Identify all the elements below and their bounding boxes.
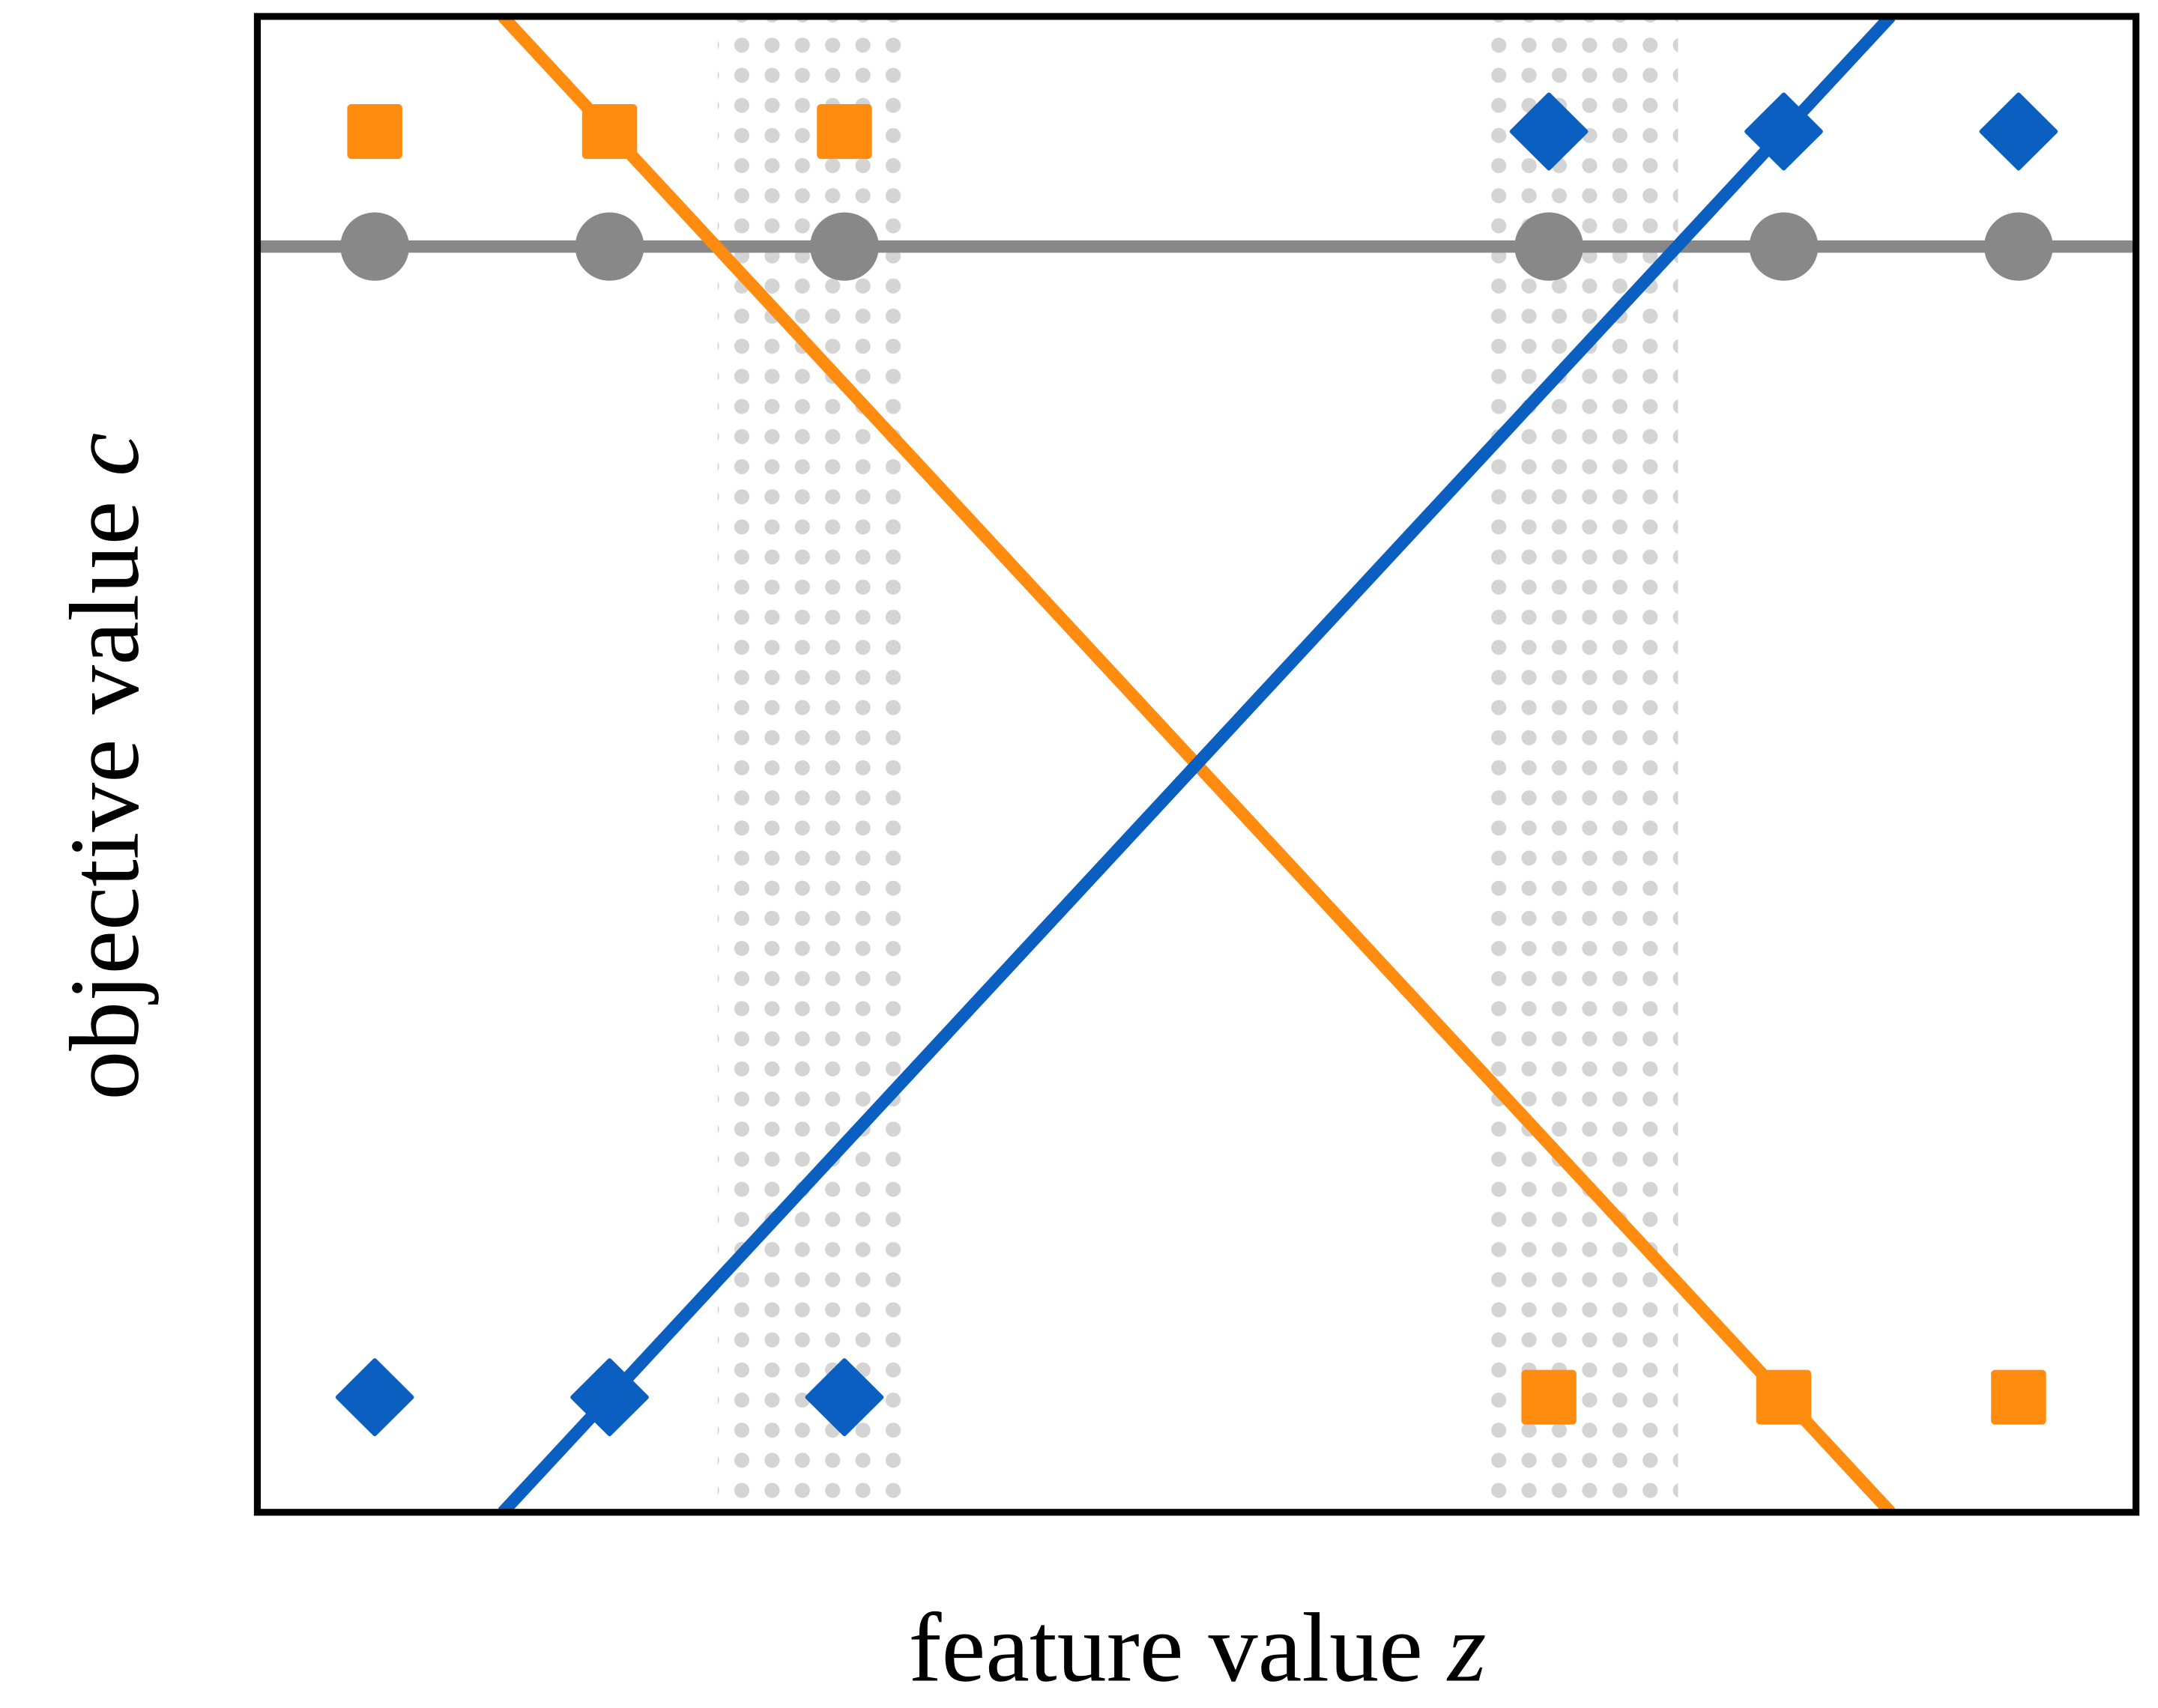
diamond-marker: [1509, 92, 1589, 171]
x-axis-label: feature value z: [909, 1593, 1487, 1703]
diamond-marker: [1744, 92, 1823, 171]
line: [498, 16, 1896, 1512]
square-marker: [581, 103, 638, 160]
x-label-symbol: z: [1446, 1593, 1486, 1703]
square-marker: [347, 103, 402, 160]
circle-marker: [575, 212, 644, 281]
plot-area: [257, 16, 2136, 1512]
circle-marker: [1749, 212, 1819, 281]
diamond-marker: [805, 1358, 884, 1437]
square-marker: [1991, 1369, 2046, 1425]
square-marker: [1521, 1369, 1577, 1425]
square-marker: [1756, 1369, 1812, 1425]
circle-marker: [340, 212, 410, 281]
diamond-marker: [1979, 92, 2058, 171]
circle-marker: [810, 212, 879, 281]
x-label-text: feature value: [909, 1593, 1423, 1703]
circle-marker: [1983, 212, 2053, 281]
axes-frame: [253, 13, 2140, 1516]
square-marker: [817, 103, 872, 160]
y-label-text: objective value: [49, 501, 159, 1100]
circle-marker: [1514, 212, 1584, 281]
y-label-symbol: c: [49, 433, 159, 476]
y-axis-label: objective value c: [49, 433, 159, 1100]
diamond-marker: [570, 1358, 649, 1437]
diamond-marker: [335, 1358, 414, 1437]
